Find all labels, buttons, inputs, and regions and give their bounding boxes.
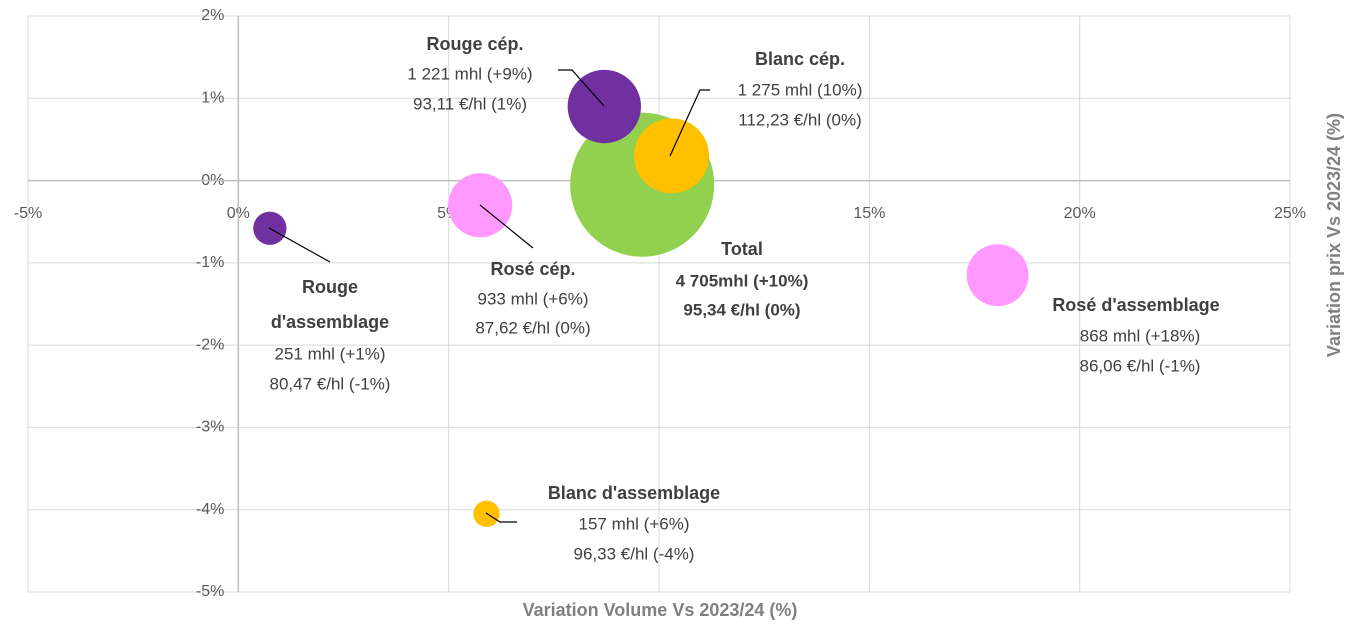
volume-label: 868 mhl (+18%) [1080,326,1200,345]
price-label: 93,11 €/hl (1%) [413,94,527,113]
bubble [966,244,1029,307]
series-label: Rosé d'assemblage [1052,295,1219,315]
y-axis-title: Variation prix Vs 2023/24 (%) [1324,113,1344,357]
volume-label: 157 mhl (+6%) [578,514,689,533]
y-tick-label: 1% [201,90,224,107]
series-label: Rouge cép. [426,34,523,54]
price-label: 87,62 €/hl (0%) [475,318,590,337]
series-label: Blanc d'assemblage [548,483,720,503]
volume-label: 4 705mhl (+10%) [676,271,809,290]
bubble [634,118,710,194]
volume-label: 1 221 mhl (+9%) [407,64,532,83]
series-label: Total [721,239,763,259]
y-tick-label: -2% [196,336,224,353]
x-tick-label: 20% [1064,205,1096,222]
y-tick-label: 2% [201,7,224,24]
x-axis-title: Variation Volume Vs 2023/24 (%) [523,600,798,620]
x-tick-label: -5% [14,205,42,222]
leader-line [558,69,605,107]
series-label: Rouge d'assemblage [271,277,389,332]
label-line: Rouge [302,277,358,297]
price-label: 112,23 €/hl (0%) [738,110,861,129]
bubble [567,69,642,144]
x-tick-label: 15% [853,205,885,222]
label-line: d'assemblage [271,312,389,332]
price-label: 86,06 €/hl (-1%) [1080,356,1201,375]
series-label: Rosé cép. [490,259,575,279]
leader-line [669,89,710,157]
y-tick-label: -1% [196,254,224,271]
volume-label: 1 275 mhl (10%) [738,80,863,99]
x-tick-label: 25% [1274,205,1306,222]
y-tick-label: -3% [196,419,224,436]
y-tick-label: -4% [196,501,224,518]
series-label: Blanc cép. [755,49,845,69]
volume-label: 251 mhl (+1%) [274,344,385,363]
price-label: 96,33 €/hl (-4%) [574,544,695,563]
leader-line [479,204,534,249]
volume-label: 933 mhl (+6%) [477,289,588,308]
price-label: 80,47 €/hl (-1%) [270,374,391,393]
y-tick-label: -5% [196,583,224,600]
leader-line [485,512,517,523]
price-label: 95,34 €/hl (0%) [683,300,800,319]
leader-line [268,227,331,263]
